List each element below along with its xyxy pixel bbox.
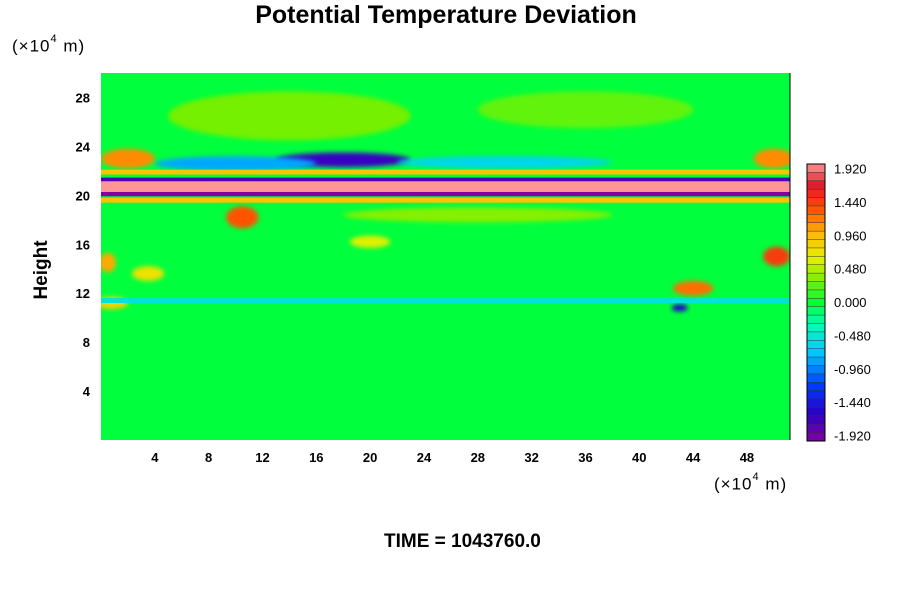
colorbar-swatch	[807, 407, 825, 417]
heatmap-blob	[753, 148, 790, 169]
colorbar-swatch	[807, 348, 825, 358]
colorbar-tick-label: -1.440	[834, 395, 871, 410]
y-unit-prefix: (×10	[12, 36, 51, 56]
heatmap-blob	[168, 91, 411, 141]
y-tick-label: 28	[76, 90, 90, 105]
heatmap-band	[101, 177, 790, 182]
colorbar-tick-label: -0.480	[834, 328, 871, 343]
x-tick-label: 36	[578, 450, 592, 465]
colorbar-swatch	[807, 197, 825, 207]
colorbar	[806, 163, 826, 442]
x-tick-label: 12	[255, 450, 269, 465]
x-unit-suffix: m)	[759, 474, 788, 494]
heatmap-blob	[343, 207, 613, 223]
heatmap-band	[101, 197, 790, 203]
colorbar-swatch	[807, 415, 825, 425]
y-unit-suffix: m)	[57, 36, 86, 56]
heatmap-blob	[226, 206, 259, 229]
x-tick-label: 44	[686, 450, 701, 465]
heatmap-blob	[763, 246, 790, 267]
heatmap-blob	[672, 280, 714, 296]
colorbar-swatch	[807, 273, 825, 283]
heatmap-blob	[154, 156, 317, 171]
x-tick-label: 20	[363, 450, 377, 465]
x-tick-label: 40	[632, 450, 646, 465]
heatmap-band	[101, 298, 790, 303]
x-tick-label: 48	[740, 450, 754, 465]
colorbar-swatch	[807, 205, 825, 215]
y-tick-label: 4	[83, 384, 91, 399]
colorbar-swatch	[807, 264, 825, 274]
colorbar-swatch	[807, 390, 825, 400]
colorbar-swatch	[807, 365, 825, 375]
colorbar-tick-label: -1.920	[834, 429, 871, 444]
y-tick-label: 12	[76, 286, 90, 301]
colorbar-tick-label: 0.960	[834, 228, 867, 243]
colorbar-swatch	[807, 164, 825, 173]
colorbar-swatch	[807, 231, 825, 241]
heatmap-blob	[101, 148, 155, 169]
heatmap-blob	[349, 235, 391, 248]
x-unit-exponent: 4	[752, 471, 760, 483]
y-axis-unit: (×104 m)	[12, 32, 85, 57]
colorbar-swatch	[807, 180, 825, 190]
colorbar-swatch	[807, 323, 825, 333]
x-axis-unit: (×104 m)	[714, 470, 787, 495]
colorbar-swatch	[807, 382, 825, 392]
colorbar-swatch	[807, 289, 825, 299]
colorbar-swatch	[807, 172, 825, 182]
heatmap-blob	[477, 91, 694, 129]
colorbar-swatch	[807, 256, 825, 266]
x-tick-label: 32	[524, 450, 538, 465]
y-tick-label: 20	[76, 188, 90, 203]
x-unit-prefix: (×10	[714, 474, 753, 494]
colorbar-tick-label: 1.440	[834, 195, 867, 210]
y-tick-label: 8	[83, 335, 90, 350]
colorbar-swatch	[807, 373, 825, 383]
colorbar-swatch	[807, 247, 825, 257]
colorbar-tick-label: -0.960	[834, 362, 871, 377]
heatmap-field	[101, 91, 790, 312]
colorbar-swatch	[807, 306, 825, 316]
colorbar-swatch	[807, 424, 825, 434]
x-tick-label: 4	[151, 450, 159, 465]
colorbar-frame	[806, 163, 826, 442]
heatmap-blob	[101, 252, 116, 273]
heatmap-blob	[397, 156, 613, 169]
time-label: TIME = 1043760.0	[384, 531, 541, 552]
colorbar-swatch	[807, 315, 825, 324]
colorbar-tick-label: 0.000	[834, 295, 867, 310]
colorbar-swatch	[807, 399, 825, 408]
colorbar-swatch	[807, 189, 825, 199]
x-tick-label: 16	[309, 450, 323, 465]
colorbar-swatch	[807, 281, 825, 291]
x-tick-label: 28	[471, 450, 485, 465]
colorbar-swatch	[807, 214, 825, 224]
x-tick-label: 24	[417, 450, 432, 465]
colorbar-swatch	[807, 432, 825, 442]
colorbar-swatch	[807, 357, 825, 366]
heatmap-blob	[131, 266, 165, 281]
y-tick-label: 16	[76, 237, 90, 252]
colorbar-swatch	[807, 298, 825, 308]
colorbar-swatch	[807, 331, 825, 341]
colorbar-swatch	[807, 340, 825, 350]
chart-title: Potential Temperature Deviation	[255, 1, 637, 29]
heatmap-band	[101, 169, 790, 175]
colorbar-swatch	[807, 239, 825, 249]
y-tick-label: 24	[76, 139, 91, 154]
x-tick-label: 8	[205, 450, 212, 465]
heatmap-band	[101, 181, 790, 193]
heatmap-blob	[671, 304, 688, 312]
colorbar-tick-label: 1.920	[834, 162, 867, 177]
y-unit-exponent: 4	[50, 33, 58, 45]
heatmap-band	[101, 191, 790, 197]
colorbar-swatch	[807, 222, 825, 232]
colorbar-tick-label: 0.480	[834, 262, 867, 277]
